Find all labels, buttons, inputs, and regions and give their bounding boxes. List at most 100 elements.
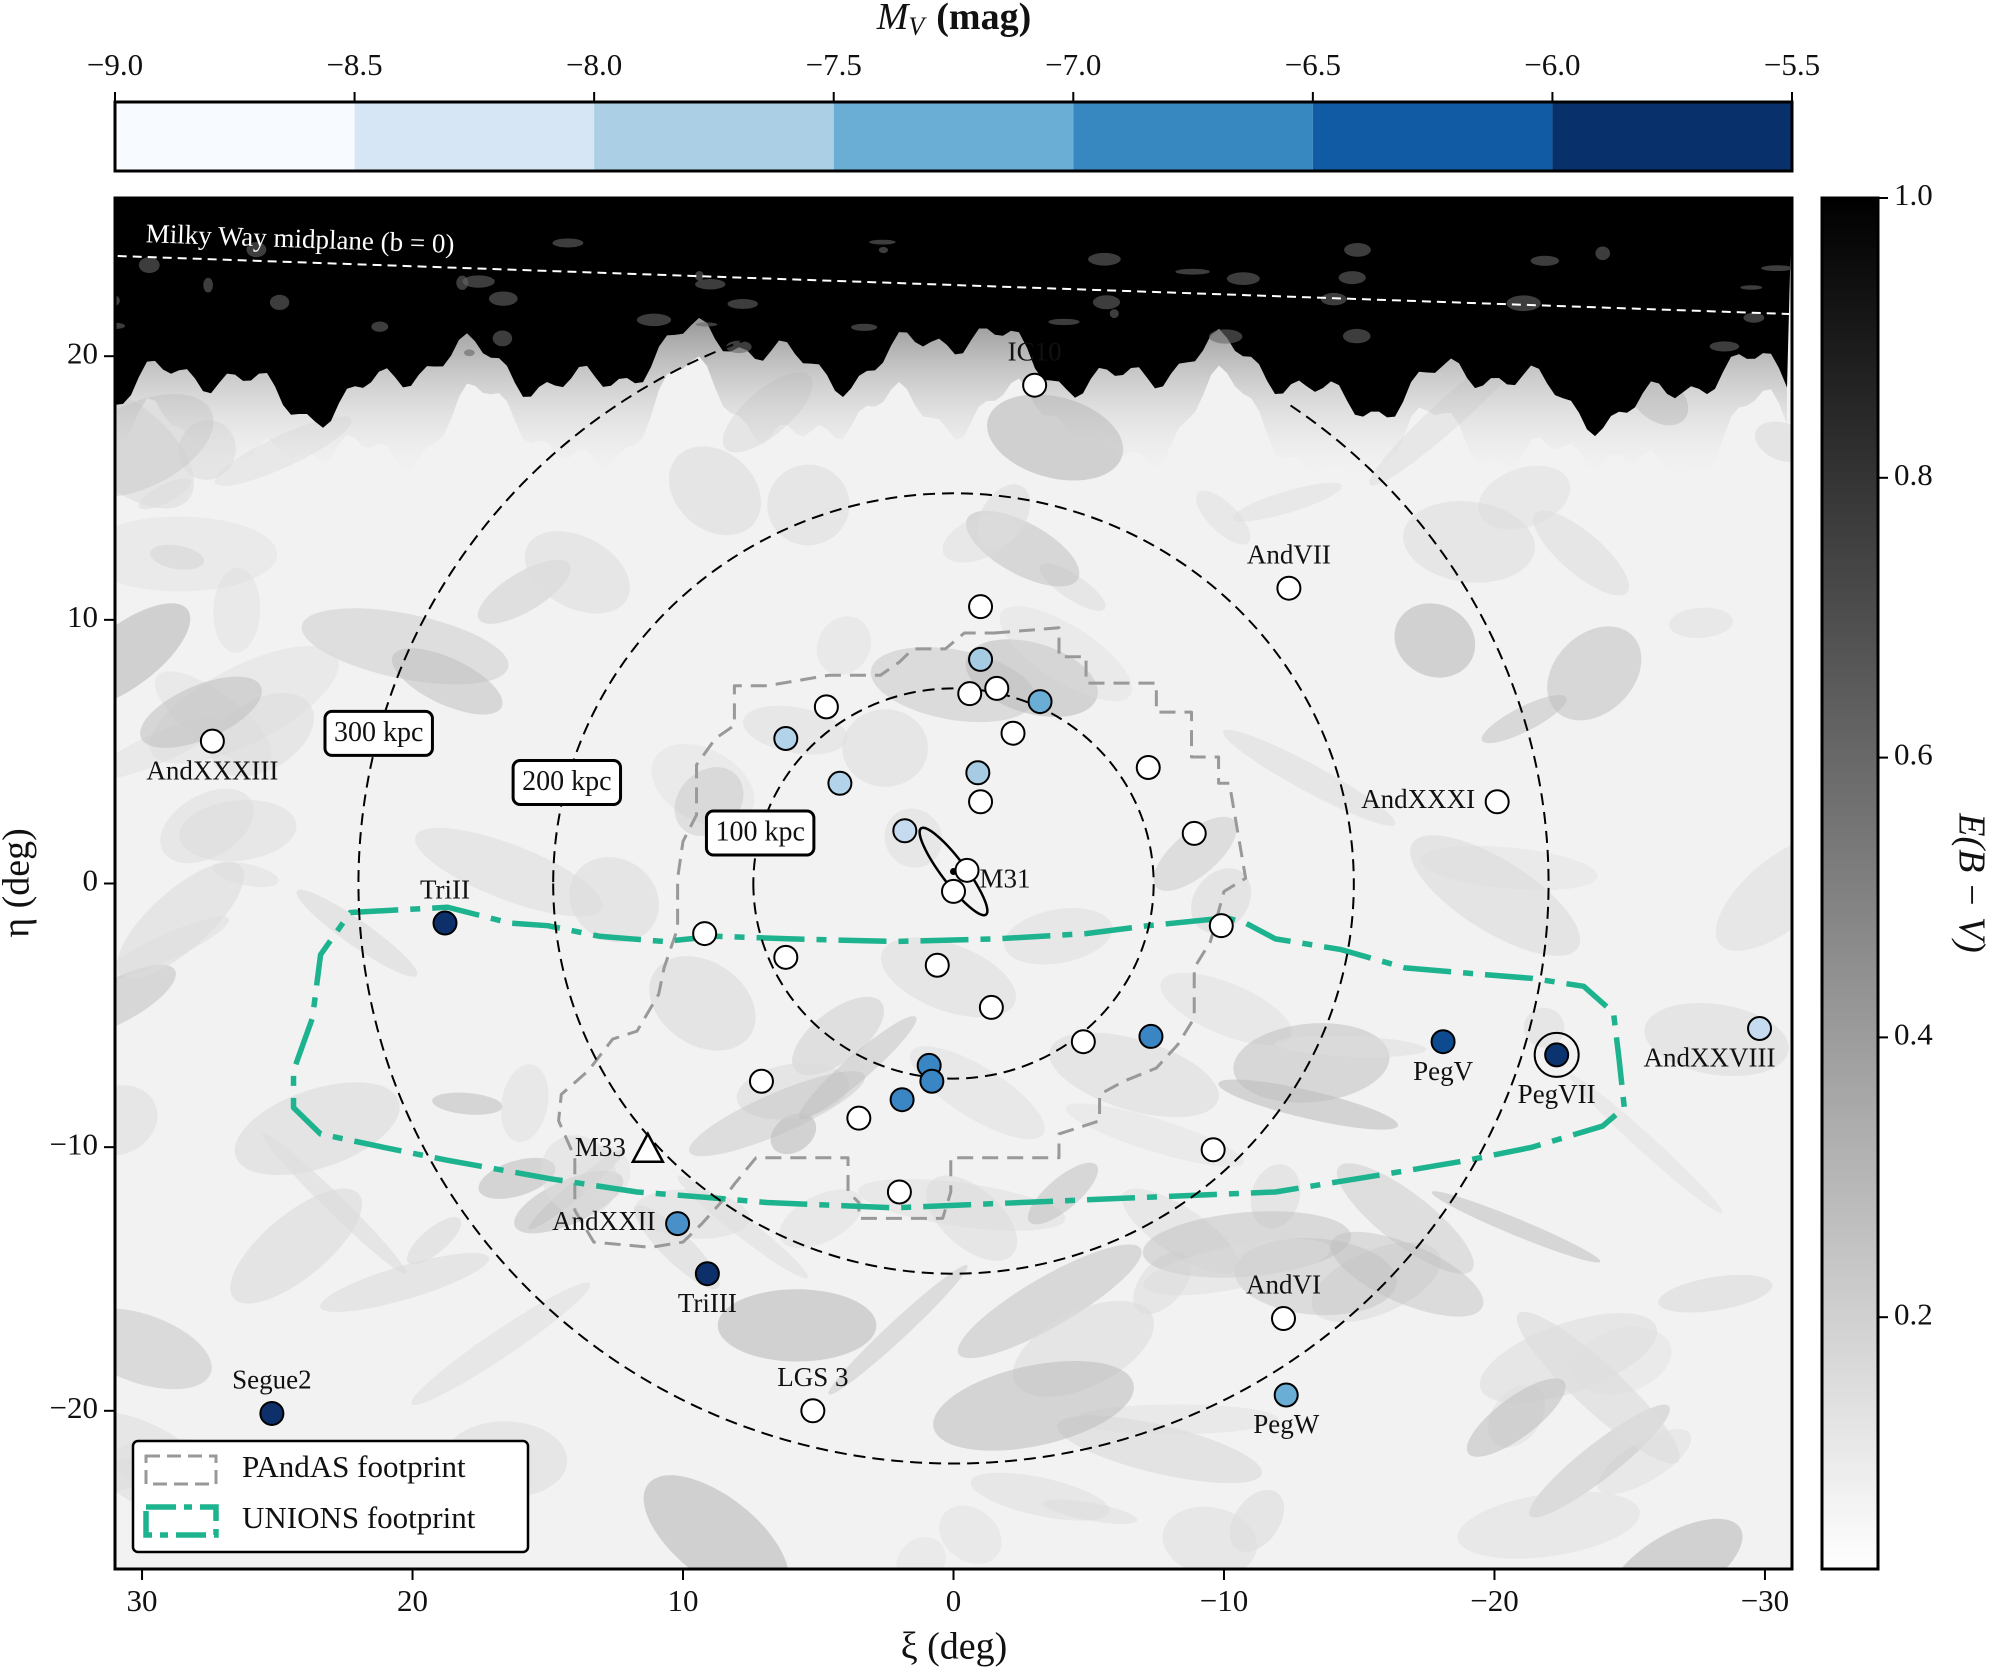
galaxy-marker: [1747, 1016, 1773, 1042]
x-tick-label: 30: [127, 1583, 158, 1618]
dust-cloud: [1027, 1162, 1099, 1225]
galaxy-label: AndXXII: [552, 1206, 655, 1236]
galaxy-marker: [1200, 1137, 1226, 1163]
dust-cloud: [677, 1175, 809, 1279]
galaxy-marker: [1135, 754, 1161, 780]
dust-cloud: [540, 1135, 618, 1217]
dust-cloud: [689, 1071, 866, 1157]
galaxy-marker: [773, 944, 799, 970]
dust-colorbar-tick-label: 0.8: [1894, 457, 1933, 492]
dust-cloud: [1523, 1007, 1565, 1048]
dust-cloud: [1410, 835, 1581, 956]
galaxy-marker: [954, 857, 980, 883]
dust-cloud: [432, 1092, 503, 1115]
dust-cloud: [933, 1360, 1134, 1451]
dust-cloud: [213, 567, 261, 653]
galaxy-marker-triangle: [630, 1131, 665, 1164]
dust-cloud: [1191, 868, 1252, 933]
distance-ring: [752, 687, 1155, 1080]
dust-cloud: [115, 603, 191, 708]
dust-wisp: [636, 313, 672, 327]
galaxy-marker: [692, 921, 718, 947]
galaxy-marker: [432, 910, 458, 936]
colorbar-frame: [113, 100, 1794, 173]
dust-wisp: [1109, 309, 1119, 319]
galaxy-label: PegV: [1413, 1056, 1474, 1086]
galaxy-marker: [800, 1398, 826, 1424]
ring-label: 200 kpc: [522, 766, 611, 797]
galaxy-marker: [978, 994, 1004, 1020]
dust-cloud: [1049, 1032, 1219, 1118]
legend-box: [131, 1439, 530, 1554]
dust-cloud: [792, 996, 885, 1076]
colorbar-unit: (mag): [936, 0, 1031, 38]
colorbar-tick-label: −8.5: [326, 47, 382, 82]
dust-wisp: [463, 349, 475, 357]
x-tick-label: −30: [1741, 1583, 1789, 1618]
dust-wisp: [727, 298, 759, 309]
dust-cloud: [717, 1289, 877, 1362]
dust-cloud: [115, 516, 278, 592]
dust-wisp: [1761, 265, 1792, 272]
galaxy-label: LGS 3: [777, 1362, 848, 1392]
dust-cloud: [1479, 1313, 1658, 1403]
legend: PAndAS footprint UNIONS footprint: [131, 1439, 530, 1554]
galaxy-marker: [1430, 1029, 1456, 1055]
colorbar-bin: [1073, 102, 1313, 171]
galaxy-marker: [259, 1400, 285, 1426]
colorbar-tick-label: −8.0: [566, 47, 622, 82]
y-tick-label: 10: [67, 599, 98, 634]
dust-cloud: [1232, 482, 1343, 522]
dust-wisp: [1595, 246, 1611, 261]
dust-wisp: [203, 277, 213, 293]
dust-wisp: [1530, 255, 1560, 266]
colorbar-tick-label: −6.5: [1285, 47, 1341, 82]
dust-cloud: [957, 1244, 1142, 1359]
dust-cloud: [179, 799, 297, 862]
dust-cloud: [842, 709, 928, 787]
dust-cloud: [1330, 1231, 1484, 1317]
dust-cloud: [117, 862, 244, 979]
dust-cloud: [1133, 1251, 1192, 1315]
colorbar-bin: [833, 102, 1074, 171]
dust-cloud: [320, 1252, 490, 1313]
dust-cloud: [1142, 1211, 1352, 1278]
dust-colorbar-tick-label: 1.0: [1894, 177, 1933, 212]
dust-cloud: [1403, 501, 1535, 583]
legend-swatch: [143, 1504, 219, 1538]
dust-wisp: [488, 291, 518, 306]
galaxy-marker: [1022, 372, 1048, 398]
dust-cloud: [230, 1188, 363, 1304]
dust-wisp: [726, 340, 752, 354]
dust-wisp: [1208, 329, 1243, 344]
dust-cloud: [569, 857, 659, 943]
colorbar-title: MV (mag): [876, 0, 1032, 41]
legend-swatch: [144, 1454, 218, 1486]
distance-ring: [357, 320, 1550, 1465]
dust-wisp: [1709, 341, 1740, 352]
dust-cloud: [1394, 603, 1476, 678]
galaxy-marker: [919, 1068, 945, 1094]
galaxy-label: TriIII: [678, 1288, 737, 1318]
dust-wisp: [269, 294, 290, 311]
dust-cloud: [411, 1282, 591, 1405]
dust-cloud: [1043, 1499, 1138, 1524]
ring-label: 300 kpc: [334, 717, 423, 748]
dust-colorbar-tick-label: 0.4: [1894, 1016, 1933, 1051]
colorbar-bin: [1312, 102, 1553, 171]
y-tick-label: −20: [50, 1390, 98, 1425]
dust-wisp: [851, 323, 878, 331]
colorbar-subscript: V: [908, 12, 927, 41]
galaxy-marker: [846, 1105, 872, 1131]
dust-cloud: [1153, 816, 1237, 891]
dust-cloud: [1162, 1506, 1258, 1569]
midplane-line: [117, 255, 1790, 316]
dust-wisp: [1092, 295, 1121, 310]
dust-cloud: [1658, 1274, 1773, 1313]
dust-cloud: [1004, 908, 1113, 965]
y-tick-label: −10: [50, 1126, 98, 1161]
dust-wisp: [1344, 243, 1371, 257]
galaxy-marker: [924, 952, 950, 978]
dust-cloud: [1057, 1415, 1263, 1484]
